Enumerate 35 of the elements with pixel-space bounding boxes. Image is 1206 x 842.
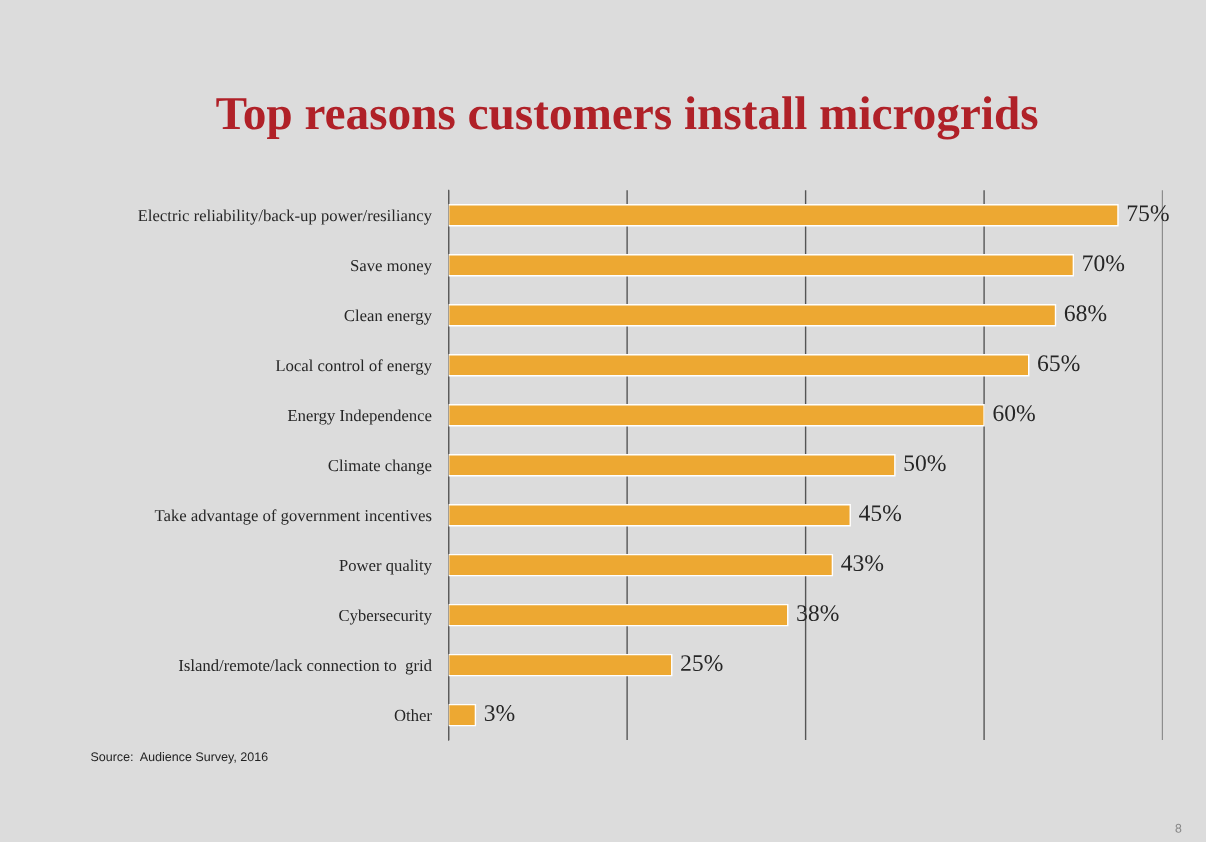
bar xyxy=(448,653,673,677)
y-tick-label: Clean energy xyxy=(344,309,432,325)
data-label: 3% xyxy=(484,705,515,722)
y-tick-label: Other xyxy=(394,709,432,722)
data-label: 45% xyxy=(859,505,902,522)
text: 8 xyxy=(1175,823,1182,833)
y-tick-label: Electric reliability/back-up power/resiliancy xyxy=(138,209,432,225)
data-label: 68% xyxy=(1064,305,1107,322)
data-label: 50% xyxy=(904,455,946,472)
y-tick-label: Save money xyxy=(351,259,432,275)
y-tick-label: Power quality xyxy=(339,559,432,575)
bar xyxy=(448,354,1030,377)
y-tick-label: Island/remote/lack connection to grid xyxy=(178,659,432,675)
data-label: 25% xyxy=(681,655,723,672)
bar xyxy=(448,553,834,577)
y-tick-label: Cybersecurity xyxy=(339,609,432,625)
bar xyxy=(448,254,1075,277)
bar xyxy=(448,503,851,527)
bar xyxy=(448,404,985,427)
data-label: 60% xyxy=(993,405,1035,422)
y-tick-label: Local control of energy xyxy=(275,359,432,375)
chart-title: Top reasons customers install microgrids xyxy=(216,96,1038,140)
y-tick-label: Take advantage of government incentives xyxy=(154,509,432,525)
bar xyxy=(448,603,789,627)
bar xyxy=(448,204,1119,227)
data-label: 43% xyxy=(841,555,884,572)
source-note: Source: Audience Survey, 2016 xyxy=(91,751,268,764)
bar xyxy=(448,454,896,477)
y-tick-label: Energy Independence xyxy=(287,409,432,425)
data-label: 70% xyxy=(1083,255,1125,272)
bar xyxy=(448,304,1057,327)
y-tick-label: Climate change xyxy=(328,459,432,475)
bar xyxy=(448,703,477,727)
data-label: 65% xyxy=(1038,355,1080,372)
data-label: 75% xyxy=(1127,205,1169,222)
